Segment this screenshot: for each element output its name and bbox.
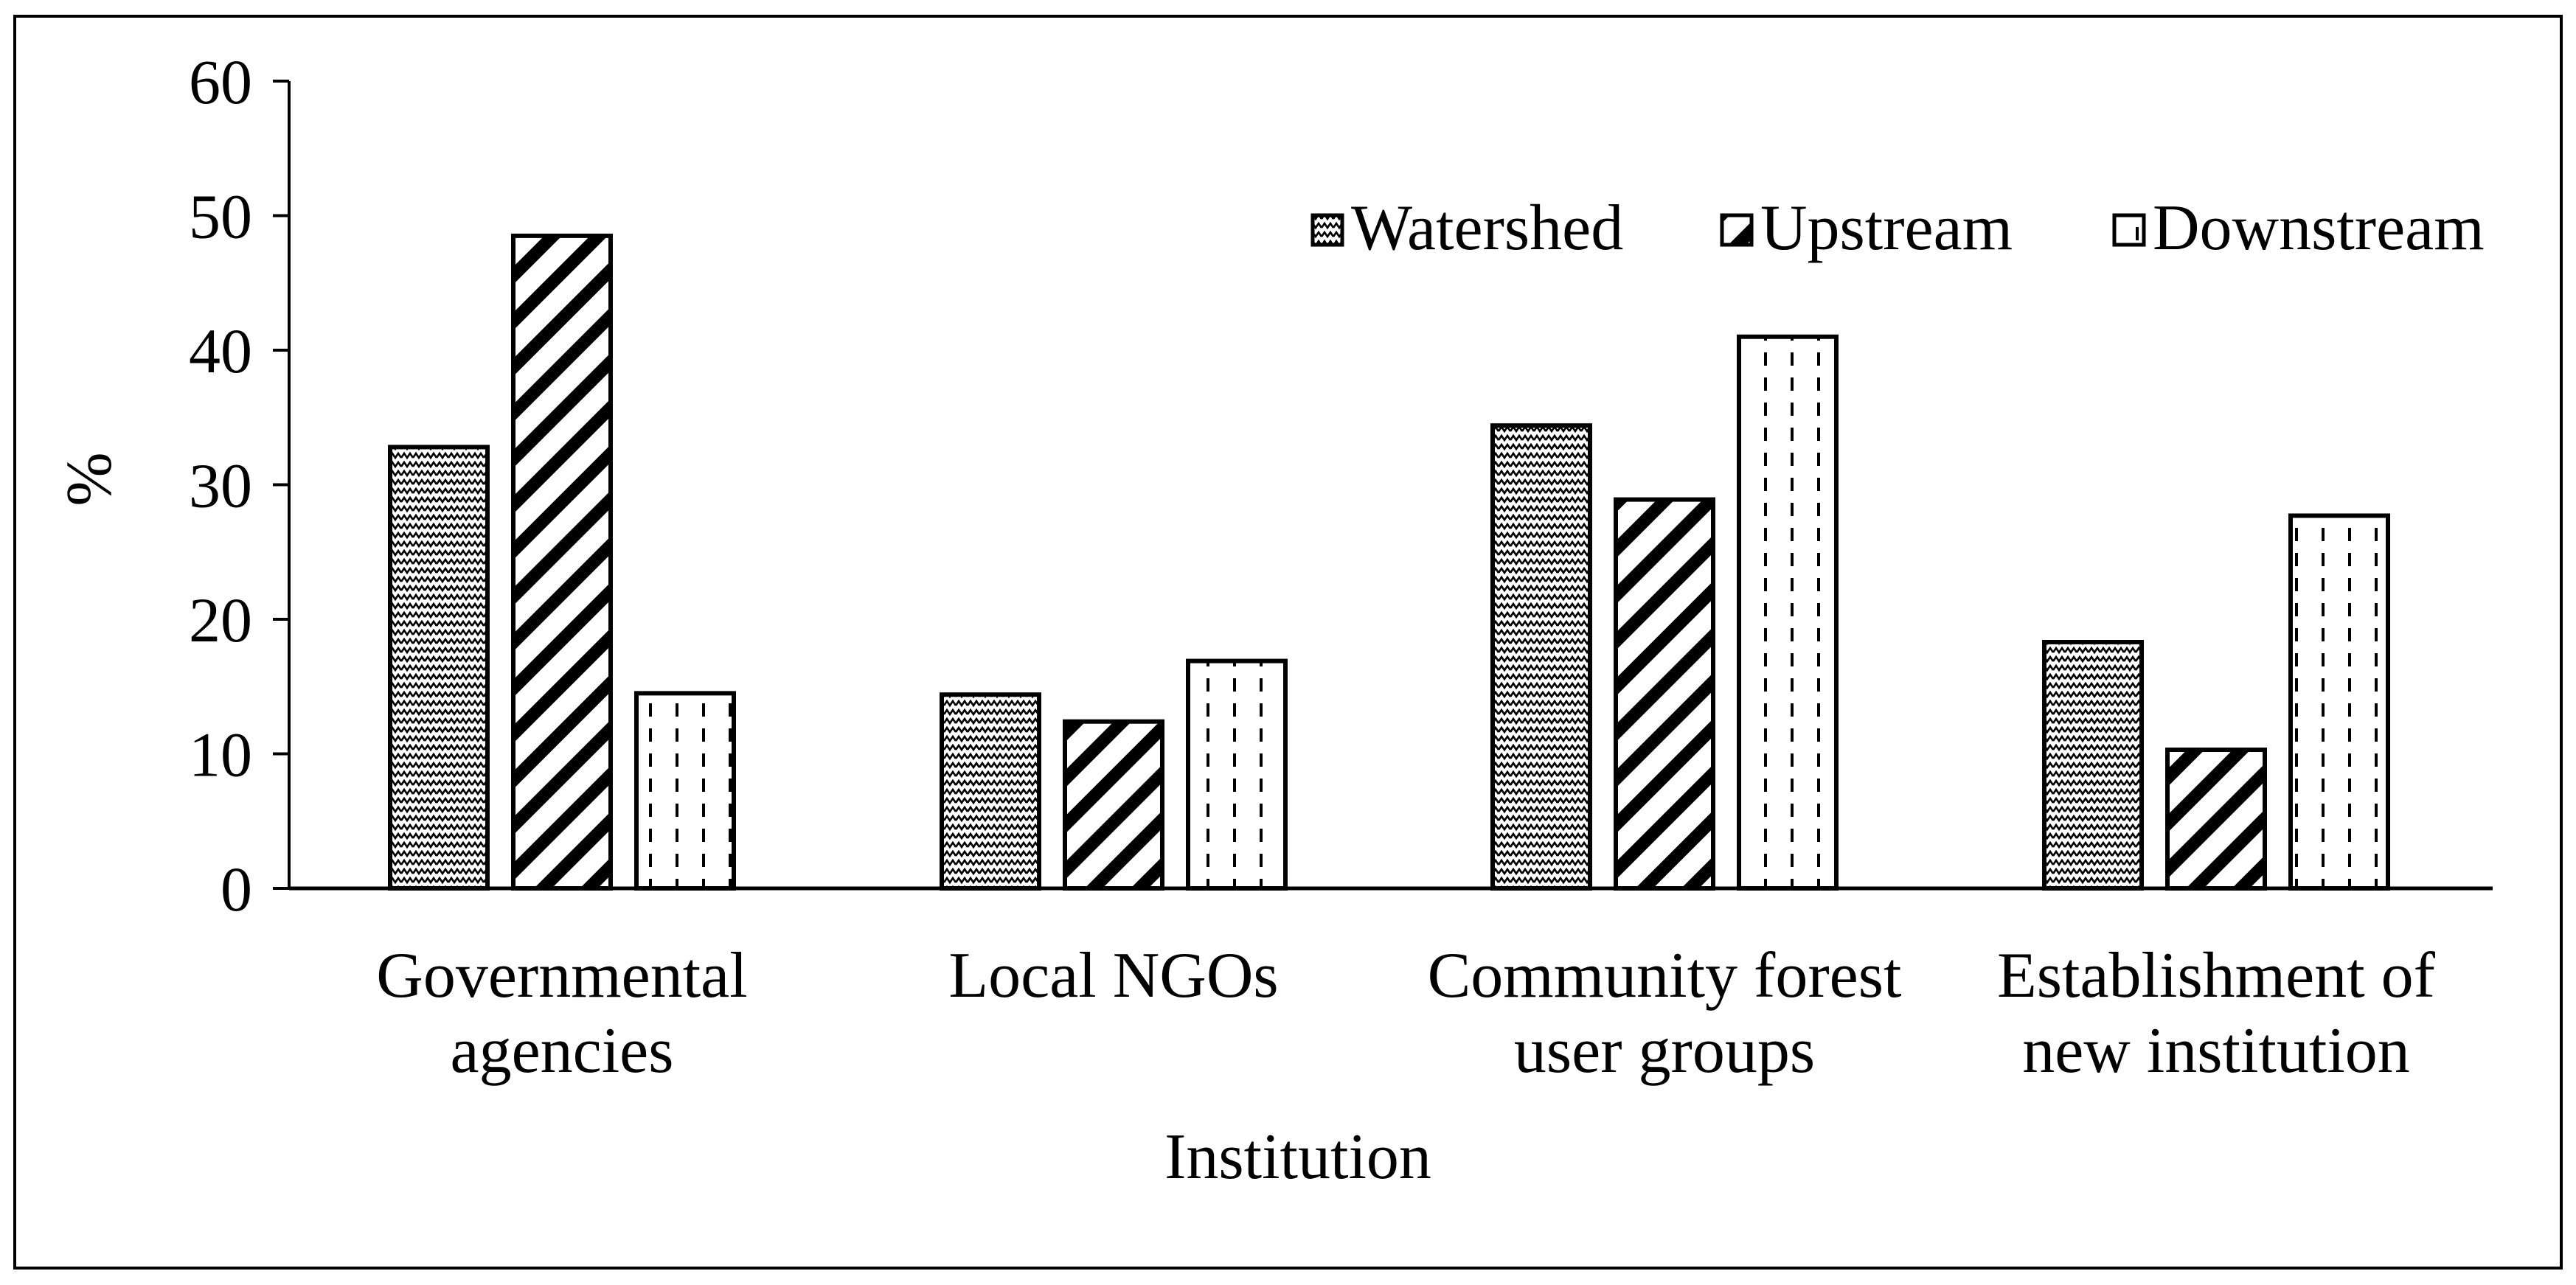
bar-upstream [511, 233, 613, 891]
x-tick-label: Community forest user groups [1428, 940, 1902, 1087]
x-tick-label: Local NGOs [948, 940, 1278, 1011]
y-tick-label: 30 [189, 450, 252, 521]
y-tick-label: 0 [221, 854, 252, 924]
legend-swatch-downstream [2112, 213, 2146, 247]
bar-upstream [2165, 748, 2267, 891]
x-axis-label: Institution [1164, 1121, 1431, 1193]
bar-watershed [1490, 423, 1592, 891]
y-tick-label: 60 [189, 46, 252, 117]
legend-label-upstream: Upstream [1760, 192, 2013, 264]
legend-label-watershed: Watershed [1351, 192, 1623, 264]
y-tick-label: 40 [189, 316, 252, 386]
x-tick-label: Governmental agencies [376, 940, 747, 1087]
bar-watershed [2042, 640, 2144, 891]
bar-downstream [1737, 334, 1839, 891]
y-tick-label: 50 [189, 181, 252, 252]
bar-upstream [1614, 497, 1715, 891]
bar-watershed [940, 692, 1041, 891]
y-axis-label: % [54, 452, 125, 506]
y-tick-label: 10 [189, 720, 252, 790]
legend-label-downstream: Downstream [2153, 192, 2485, 264]
bar-downstream [634, 691, 736, 891]
legend-swatch-watershed [1310, 213, 1344, 247]
bar-upstream [1063, 719, 1164, 891]
legend-swatch-upstream [1720, 213, 1754, 247]
bar-downstream [2288, 513, 2390, 891]
bar-watershed [388, 445, 490, 891]
y-tick-label: 20 [189, 585, 252, 655]
plot-area: 0 10 20 30 40 50 60 Governmental agencies Local N… [189, 46, 2493, 1087]
x-tick-label: Establishment of new institution [1997, 940, 2436, 1087]
legend: Watershed Upstream Downstream [1310, 192, 2485, 264]
bar-downstream [1186, 658, 1288, 891]
